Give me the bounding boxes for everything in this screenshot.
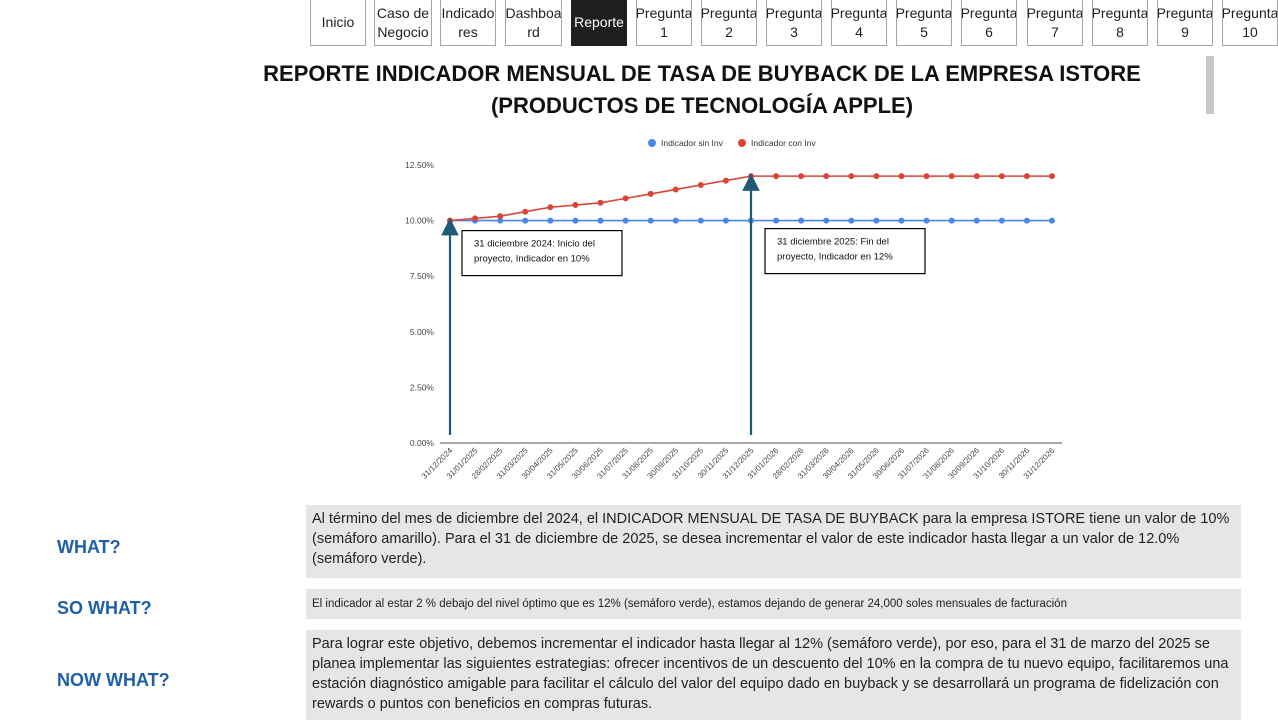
data-point — [873, 173, 880, 180]
data-point — [647, 217, 654, 224]
data-point — [622, 195, 629, 202]
legend-marker — [738, 139, 746, 147]
y-tick-label: 0.00% — [410, 438, 435, 448]
what-label: WHAT? — [57, 537, 121, 557]
data-point — [547, 217, 554, 224]
data-point — [572, 217, 579, 224]
tab-reporte[interactable]: Reporte — [571, 0, 627, 46]
y-tick-label: 10.00% — [405, 216, 434, 226]
data-point — [823, 173, 830, 180]
data-point — [547, 204, 554, 211]
data-point — [522, 208, 529, 215]
data-point — [823, 217, 830, 224]
data-point — [973, 173, 980, 180]
data-point — [597, 217, 604, 224]
tab-pregunta-10[interactable]: Pregunta 10 — [1222, 0, 1278, 46]
data-point — [572, 202, 579, 209]
tab-indicadores[interactable]: Indicado res — [440, 0, 496, 46]
data-point — [923, 217, 930, 224]
report-title-line-2: (PRODUCTOS DE TECNOLOGÍA APPLE) — [490, 93, 914, 118]
tab-pregunta-5[interactable]: Pregunta 5 — [896, 0, 952, 46]
data-point — [898, 217, 905, 224]
y-tick-label: 2.50% — [410, 382, 435, 392]
annotation-text-line: proyecto, Indicador en 12% — [777, 252, 893, 263]
tab-pregunta-8[interactable]: Pregunta 8 — [1092, 0, 1148, 46]
y-tick-label: 5.00% — [410, 327, 435, 337]
tab-caso-de-negocio[interactable]: Caso de Negocio — [374, 0, 432, 46]
data-point — [522, 217, 529, 224]
y-tick-label: 7.50% — [410, 271, 435, 281]
legend-marker — [648, 139, 656, 147]
now-what-label: NOW WHAT? — [57, 670, 170, 690]
data-point — [748, 173, 754, 180]
data-point — [798, 217, 805, 224]
data-point — [672, 217, 679, 224]
data-point — [798, 173, 805, 180]
tab-inicio[interactable]: Inicio — [310, 0, 366, 46]
tab-pregunta-9[interactable]: Pregunta 9 — [1157, 0, 1213, 46]
data-point — [973, 217, 980, 224]
data-point — [697, 182, 704, 189]
what-text-box: Al término del mes de diciembre del 2024… — [306, 505, 1241, 578]
tab-pregunta-6[interactable]: Pregunta 6 — [961, 0, 1017, 46]
so-what-label: SO WHAT? — [57, 598, 152, 618]
data-point — [1049, 217, 1055, 224]
annotation-text-line: 31 diciembre 2025: Fin del — [777, 237, 889, 248]
tab-pregunta-4[interactable]: Pregunta 4 — [831, 0, 887, 46]
data-point — [923, 173, 930, 180]
top-navigation: Inicio Caso de Negocio Indicado res Dash… — [0, 0, 1278, 48]
tab-dashboard[interactable]: Dashboa rd — [505, 0, 562, 46]
data-point — [622, 217, 629, 224]
data-point — [497, 213, 504, 220]
tab-pregunta-7[interactable]: Pregunta 7 — [1027, 0, 1083, 46]
data-point — [948, 173, 955, 180]
now-what-text-box: Para lograr este objetivo, debemos incre… — [306, 630, 1241, 720]
data-point — [848, 217, 855, 224]
data-point — [722, 217, 729, 224]
data-point — [1023, 173, 1030, 180]
data-point — [873, 217, 880, 224]
data-point — [948, 217, 955, 224]
data-point — [848, 173, 855, 180]
annotation-box — [461, 229, 623, 277]
data-point — [1023, 217, 1030, 224]
annotation-box — [764, 227, 926, 275]
y-tick-label: 12.50% — [405, 160, 434, 170]
data-point — [647, 190, 654, 197]
data-point — [447, 217, 453, 224]
annotation-text-line: proyecto, Indicador en 10% — [474, 254, 590, 265]
report-title: REPORTE INDICADOR MENSUAL DE TASA DE BUY… — [230, 58, 1174, 122]
scrollbar-thumb[interactable] — [1206, 56, 1214, 114]
tab-pregunta-3[interactable]: Pregunta 3 — [766, 0, 822, 46]
legend-label: Indicador con Inv — [751, 138, 816, 148]
data-point — [697, 217, 704, 224]
data-point — [722, 177, 729, 184]
data-point — [497, 217, 504, 224]
buyback-line-chart: 0.00%2.50%5.00%7.50%10.00%12.50%31/12/20… — [405, 138, 1062, 481]
tab-pregunta-1[interactable]: Pregunta 1 — [636, 0, 692, 46]
data-point — [472, 215, 479, 222]
data-point — [998, 173, 1005, 180]
data-point — [597, 199, 604, 206]
so-what-text-box: El indicador al estar 2 % debajo del niv… — [306, 589, 1241, 619]
data-point — [773, 173, 780, 180]
data-point — [898, 173, 905, 180]
data-point — [773, 217, 780, 224]
data-point — [1049, 173, 1055, 180]
legend-label: Indicador sin Inv — [661, 138, 724, 148]
annotation-text-line: 31 diciembre 2024: Inicio del — [474, 239, 595, 250]
report-title-line-1: REPORTE INDICADOR MENSUAL DE TASA DE BUY… — [263, 61, 1141, 86]
tab-pregunta-2[interactable]: Pregunta 2 — [701, 0, 757, 46]
data-point — [672, 186, 679, 193]
data-point — [998, 217, 1005, 224]
